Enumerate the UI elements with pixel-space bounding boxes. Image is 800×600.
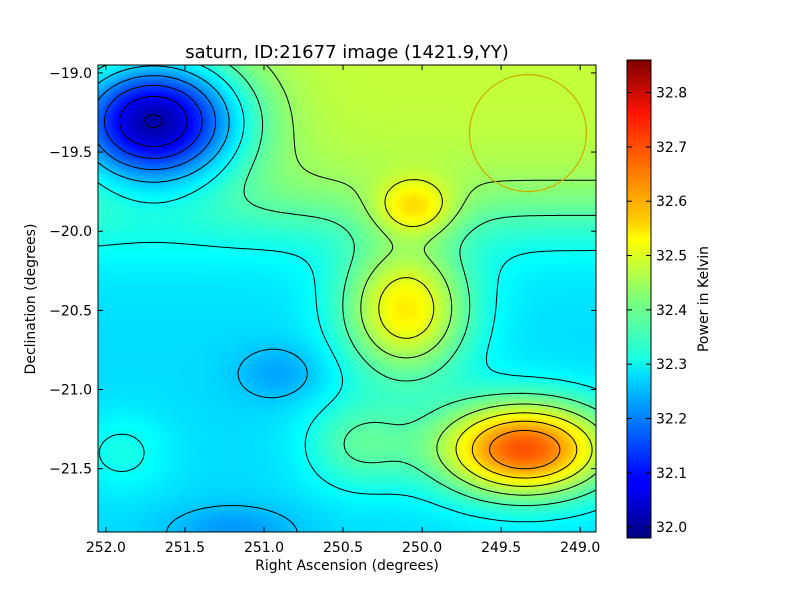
colorbar-tick-label: 32.0: [656, 520, 687, 536]
x-tick-label: 251.0: [244, 540, 284, 556]
x-axis-ticks: 252.0 251.5 251.0 250.5 250.0 249.5 249.0: [86, 65, 600, 556]
colorbar-tick-label: 32.1: [656, 466, 687, 482]
y-tick-label: −19.0: [49, 66, 92, 82]
y-axis-label: Declination (degrees): [23, 224, 39, 375]
chart-title: saturn, ID:21677 image (1421.9,YY): [185, 42, 509, 63]
contour-line: [98, 65, 308, 532]
x-tick-label: 251.5: [165, 540, 205, 556]
colorbar: 32.0 32.1 32.2 32.3 32.4 32.5 32.6 32.7 32.8 Pow…: [626, 59, 712, 539]
y-tick-label: −19.5: [49, 145, 92, 161]
y-tick-label: −20.0: [49, 224, 92, 240]
colorbar-tick-label: 32.3: [656, 357, 687, 373]
y-tick-label: −20.5: [49, 303, 92, 319]
x-tick-label: 249.5: [481, 540, 521, 556]
plot-area: 252.0 251.5 251.0 250.5 250.0 249.5 249.0 −19.…: [49, 64, 600, 556]
x-tick-label: 250.0: [402, 540, 442, 556]
contour-line: [98, 75, 217, 171]
x-axis-label: Right Ascension (degrees): [255, 558, 439, 574]
plot-frame: [97, 64, 597, 533]
contour-line: [489, 430, 561, 470]
contour-line: [378, 179, 593, 487]
target-circle-marker: [468, 73, 588, 193]
contour-line: [471, 420, 578, 479]
contour-line: [98, 65, 596, 523]
colorbar-tick-label: 32.2: [656, 412, 687, 428]
x-tick-label: 252.0: [86, 540, 126, 556]
contour-lines: [98, 65, 596, 532]
x-tick-label: 249.0: [560, 540, 600, 556]
contour-line: [104, 84, 203, 159]
x-tick-label: 250.5: [323, 540, 363, 556]
colorbar-tick-label: 32.5: [656, 249, 687, 265]
y-tick-label: −21.5: [49, 462, 92, 478]
colorbar-tick-label: 32.8: [656, 86, 687, 102]
colorbar-gradient: [626, 59, 652, 539]
colorbar-label: Power in Kelvin: [696, 246, 712, 352]
contour-line: [119, 95, 188, 148]
heatmap: [98, 65, 596, 532]
y-axis-ticks: −19.0 −19.5 −20.0 −20.5 −21.0 −21.5: [49, 66, 596, 478]
colorbar-tick-label: 32.7: [656, 140, 687, 156]
colorbar-ticks: 32.0 32.1 32.2 32.3 32.4 32.5 32.6 32.7 32.8: [627, 86, 687, 536]
colorbar-tick-label: 32.4: [656, 303, 687, 319]
y-tick-label: −21.0: [49, 383, 92, 399]
colorbar-tick-label: 32.6: [656, 194, 687, 210]
contour-line: [144, 114, 163, 128]
